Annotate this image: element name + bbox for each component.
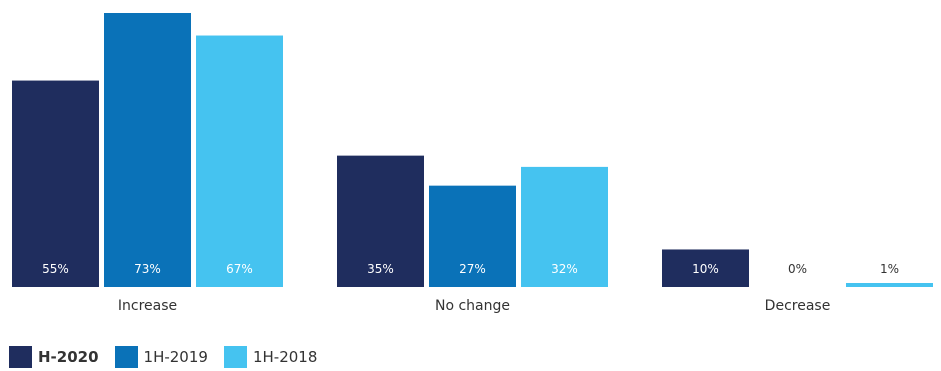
legend-label-1h2018: 1H-2018 [252, 348, 318, 366]
data-label-increase-h2020: 55% [42, 262, 69, 276]
data-label-no-change-1h2018: 32% [551, 262, 578, 276]
bar-increase-h2020 [12, 80, 99, 287]
legend-item-1h2018: 1H-2018 [223, 346, 318, 368]
legend-swatch-1h2018 [223, 346, 247, 368]
data-label-increase-1h2018: 67% [226, 262, 253, 276]
bar-increase-1h2019 [104, 13, 191, 287]
data-label-decrease-h2020: 10% [692, 262, 719, 276]
data-label-no-change-h2020: 35% [367, 262, 394, 276]
legend-label-1h2019: 1H-2019 [143, 348, 208, 366]
legend-item-1h2019: 1H-2019 [114, 346, 208, 368]
legend: H-2020 1H-2019 1H-2018 [9, 346, 333, 368]
category-label-no-change: No change [435, 298, 510, 314]
data-label-decrease-1h2019: 0% [788, 262, 807, 276]
bar-no-change-h2020 [337, 155, 424, 287]
bar-decrease-1h2018 [846, 283, 933, 287]
legend-label-h2020: H-2020 [38, 348, 99, 366]
legend-item-h2020: H-2020 [9, 346, 99, 368]
bar-chart: 55% 73% 67% Increase 35% 27% 32% No change 10% 0%… [12, 13, 933, 314]
data-label-no-change-1h2019: 27% [459, 262, 486, 276]
legend-swatch-1h2019 [114, 346, 138, 368]
data-label-decrease-1h2018: 1% [880, 262, 899, 276]
category-label-decrease: Decrease [765, 298, 831, 314]
data-label-increase-1h2019: 73% [134, 262, 161, 276]
bar-no-change-1h2018 [521, 166, 608, 287]
legend-swatch-h2020 [9, 346, 32, 368]
bar-increase-1h2018 [196, 35, 283, 287]
category-label-increase: Increase [118, 298, 177, 314]
bar-no-change-1h2019 [429, 185, 516, 287]
bar-decrease-h2020 [662, 249, 749, 287]
